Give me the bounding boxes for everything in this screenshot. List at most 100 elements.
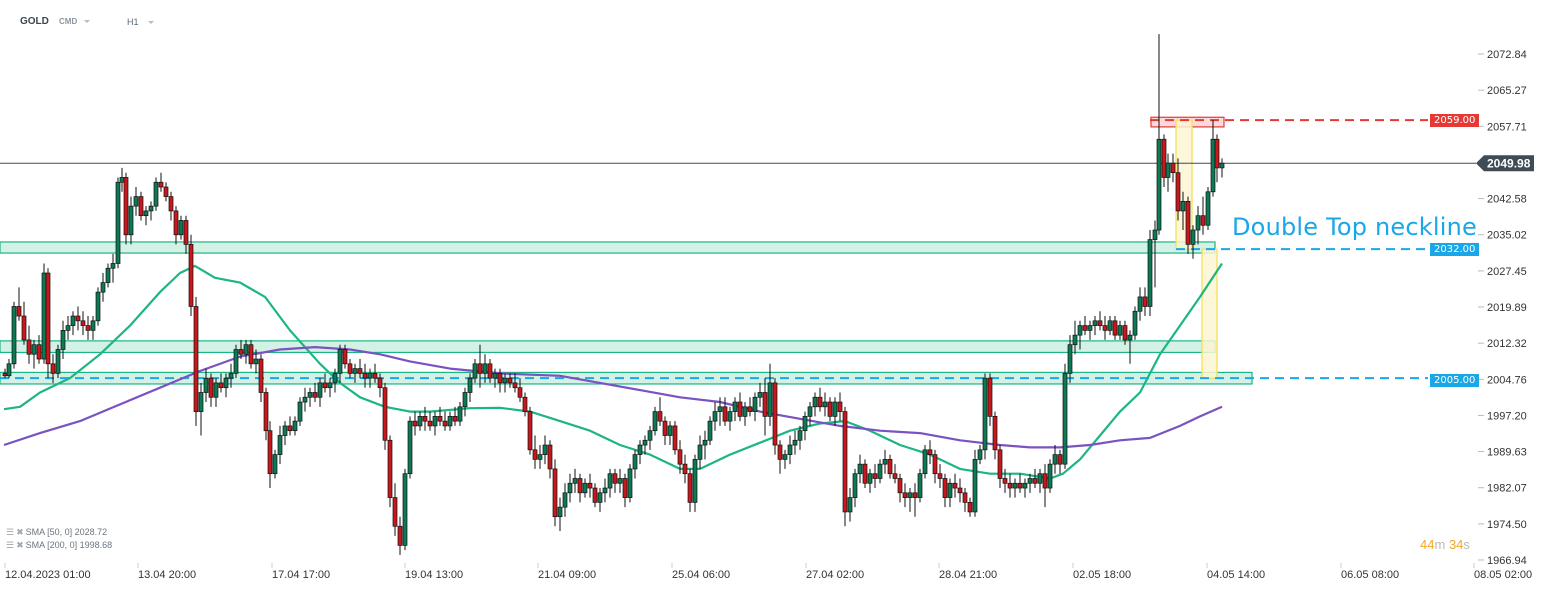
bullish-candle [307,392,313,398]
bearish-candle [437,416,443,422]
symbol-dropdown-chevron-down-icon[interactable] [84,20,90,23]
bullish-candle [812,396,818,408]
bearish-candle [657,411,663,422]
bullish-candle [407,420,413,475]
timeframe-chevron-down-icon[interactable] [148,21,154,24]
bearish-candle [1142,296,1148,307]
bullish-candle [557,506,563,518]
bearish-candle [1112,320,1118,336]
bullish-candle [1190,229,1196,245]
price-tick-label: 2042.58 [1487,194,1527,206]
symbol-label[interactable]: GOLD [20,16,49,27]
bullish-candle [467,377,473,393]
bearish-candle [932,454,938,475]
settings-lines-icon[interactable]: ☰ [6,540,15,550]
bullish-candle [982,377,988,451]
bullish-candle [567,482,573,494]
bearish-candle [218,382,224,389]
bearish-candle [672,425,678,451]
price-tick-label: 2057.71 [1487,121,1527,133]
bullish-candle [767,382,773,417]
bearish-candle [957,487,963,494]
bullish-candle [922,449,928,475]
bearish-candle [827,401,833,417]
bullish-candle [607,473,613,489]
remove-x-icon[interactable]: ✖ [16,527,24,537]
bullish-candle [502,377,508,384]
bearish-candle [392,497,398,527]
bearish-candle [1002,478,1008,484]
bearish-candle [248,344,254,365]
bearish-candle [487,363,493,379]
bullish-candle [697,444,703,460]
bearish-candle [85,325,91,331]
bullish-candle [482,363,488,374]
bearish-candle [75,315,81,322]
bullish-candle [228,373,234,379]
bullish-candle [1052,454,1058,465]
time-tick-label: 17.04 17:00 [272,569,330,581]
symbol-type-label[interactable]: CMD [59,17,78,26]
bearish-candle [777,444,783,460]
bullish-candle [332,373,338,384]
bearish-candle [1122,325,1128,341]
bullish-candle [100,282,106,293]
bearish-candle [1007,482,1013,489]
bullish-candle [233,349,239,374]
bullish-candle [352,368,358,374]
bullish-candle [972,459,978,513]
price-axis[interactable]: 2072.84 2065.27 2057.71 2042.58 2035.02 2027.… [1478,49,1527,567]
price-tick-label: 2065.27 [1487,85,1527,97]
bullish-candle [178,220,184,236]
bearish-candle [612,473,618,484]
bullish-candle [832,401,838,417]
bullish-candle [292,420,298,432]
support-resistance-zones [0,116,1253,385]
bearish-candle [477,363,483,374]
price-tick-label: 1966.94 [1487,555,1527,567]
bullish-candle [203,377,209,393]
remove-x-icon[interactable]: ✖ [16,540,24,550]
resistance-price-tag: 2059.00 [1430,114,1480,127]
bullish-candle [432,416,438,427]
bullish-candle [1012,482,1018,489]
bullish-candle [822,401,828,408]
bearish-candle [16,306,22,317]
legend-sma-200: ☰ ✖ SMA [200, 0] 1998.68 [6,540,112,551]
timeframe-selector[interactable]: H1 [127,17,139,27]
bearish-candle [1032,478,1038,484]
bearish-candle [427,420,433,427]
bearish-candle [952,482,958,489]
bullish-candle [857,463,863,475]
bullish-candle [572,478,578,484]
bullish-candle [302,396,308,403]
bullish-candle [457,406,463,422]
bearish-candle [362,373,368,379]
price-tick-label: 2072.84 [1487,49,1527,61]
bullish-candle [1127,334,1133,341]
bearish-candle [1185,201,1191,245]
bullish-candle [707,420,713,441]
time-tick-label: 08.05 02:00 [1474,569,1532,581]
bullish-candle [882,459,888,465]
bullish-candle [802,416,808,432]
bullish-candle [562,492,568,508]
bearish-candle [158,181,164,188]
bearish-candle [26,339,32,355]
bullish-candle [1037,473,1043,484]
bullish-candle [492,373,498,379]
bullish-candle [297,401,303,422]
bullish-candle [667,425,673,436]
bullish-candle [105,267,111,283]
bearish-candle [183,220,189,245]
bearish-candle [342,349,348,365]
time-tick-label: 19.04 13:00 [405,569,463,581]
time-axis[interactable]: 12.04.2023 01:00 13.04 20:00 17.04 17:00 19… [4,563,1532,581]
bullish-candle [637,444,643,455]
bearish-candle [193,306,199,412]
bearish-candle [662,420,668,436]
settings-lines-icon[interactable]: ☰ [6,527,15,537]
bearish-candle [50,363,56,374]
bearish-candle [1175,172,1181,212]
